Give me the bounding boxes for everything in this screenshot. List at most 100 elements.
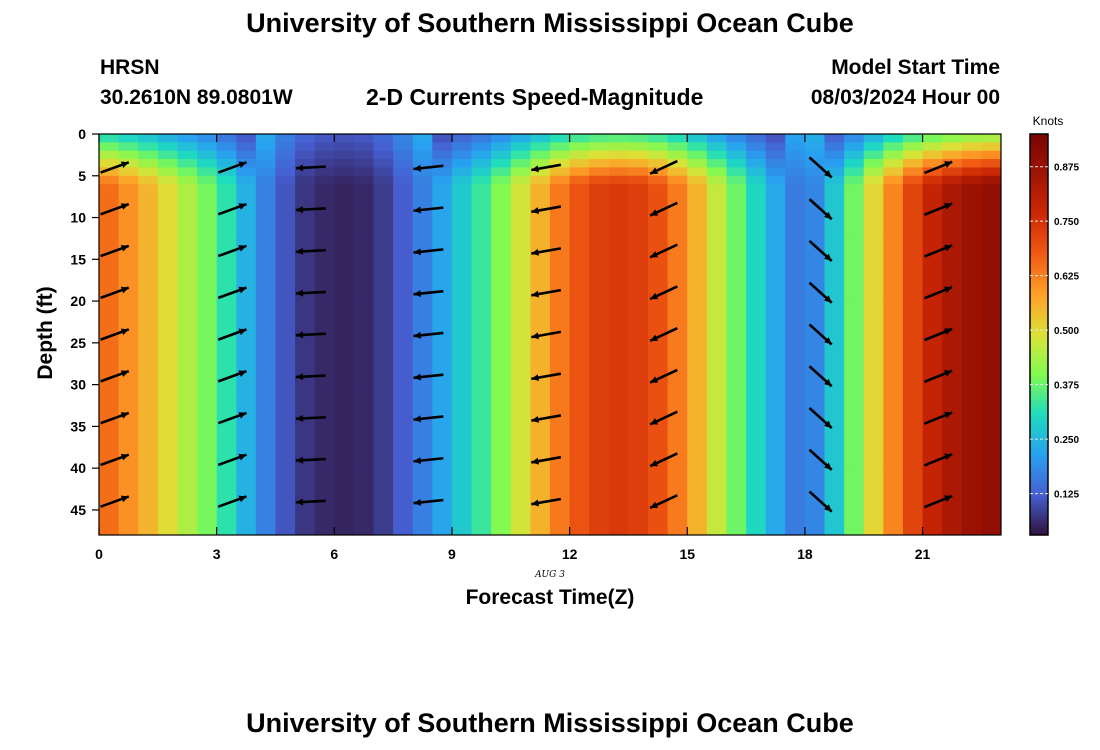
heat-cell [216,200,237,235]
heat-cell [824,384,845,469]
heat-cell [197,150,218,160]
heat-cell [961,150,982,160]
heat-cell [981,384,1001,469]
heat-cell [706,142,728,152]
heat-cell [157,175,179,185]
x-tick-label: 9 [448,546,456,562]
heat-cell [118,175,139,185]
heat-cell [687,301,708,386]
current-vector [808,407,833,430]
heat-cell [510,200,531,235]
heat-cell [550,301,571,386]
heat-cell [255,468,277,535]
heat-cell [177,167,198,177]
heat-cell [667,184,688,202]
heat-cell [726,150,747,160]
heat-cell [922,167,943,177]
heat-cell [373,200,394,235]
heat-cell [275,150,296,160]
heat-cell [334,150,355,160]
heat-cell [295,184,316,202]
heat-cell [451,234,473,302]
heat-cell [314,150,335,160]
heat-cell [236,134,257,143]
heat-cell [334,184,355,202]
heat-cell [765,134,786,143]
heat-cell [334,234,355,302]
heat-cell [177,184,198,202]
heat-cell [118,384,139,469]
heat-cell [569,134,590,143]
y-tick-label: 30 [70,377,86,393]
heat-cell [981,234,1001,302]
heat-cell [197,142,218,152]
heat-cell [961,134,982,143]
heat-cell [785,384,806,469]
heat-cell [295,150,316,160]
y-tick-label: 10 [70,210,86,226]
heat-cell [432,159,453,169]
heat-cell [412,134,433,143]
heat-cell [118,134,139,143]
heat-cell [726,142,747,152]
colorbar-label: Knots [1033,114,1064,128]
current-vector [649,326,678,343]
heat-cell [569,159,590,169]
heat-cell [824,301,845,386]
heat-cell [687,150,708,160]
current-vector [808,323,833,346]
heat-cell [863,301,884,386]
current-vector [100,286,130,300]
current-vector [413,498,444,506]
current-vector [531,414,562,423]
heat-cell [902,468,924,535]
heat-cell [589,142,610,152]
x-tick-label: 15 [679,546,695,562]
heat-cell [608,142,630,152]
heat-cell [491,200,512,235]
current-vector [808,365,833,388]
heat-cell [746,468,767,535]
heat-cell [981,167,1001,177]
heat-cell [726,159,747,169]
heat-cell [432,142,453,152]
heat-cell [157,200,179,235]
heat-cell [255,150,277,160]
heat-cell [451,159,473,169]
heat-cell [334,384,355,469]
date-label: AUG 3 [534,570,565,580]
heat-cell [550,384,571,469]
heat-cell [216,184,237,202]
heat-cell [157,159,179,169]
current-vector [413,164,444,172]
heat-cell [99,200,120,235]
heat-cell [785,167,806,177]
current-vector [531,288,562,298]
heat-cell [412,167,433,177]
heat-cell [706,134,728,143]
heat-cell [216,134,237,143]
heat-cell [746,184,767,202]
heat-cell [687,142,708,152]
current-vector [808,490,833,513]
heat-cell [883,134,904,143]
heat-cell [706,159,728,169]
heat-cell [197,134,218,143]
heat-cell [530,167,551,177]
heat-cell [510,159,531,169]
heat-cell [275,384,296,469]
main-title: University of Southern Mississippi Ocean… [246,8,854,38]
heat-cell [432,167,453,177]
heat-cell [510,301,531,386]
heat-cell [706,167,728,177]
heat-cell [961,142,982,152]
heat-cell [824,200,845,235]
heat-cell [981,150,1001,160]
heat-cell [628,200,649,235]
heat-cell [157,167,179,177]
heat-cell [726,301,747,386]
heat-cell [863,184,884,202]
heat-cell [118,142,139,152]
heat-cell [844,167,865,177]
heat-cell [412,301,433,386]
